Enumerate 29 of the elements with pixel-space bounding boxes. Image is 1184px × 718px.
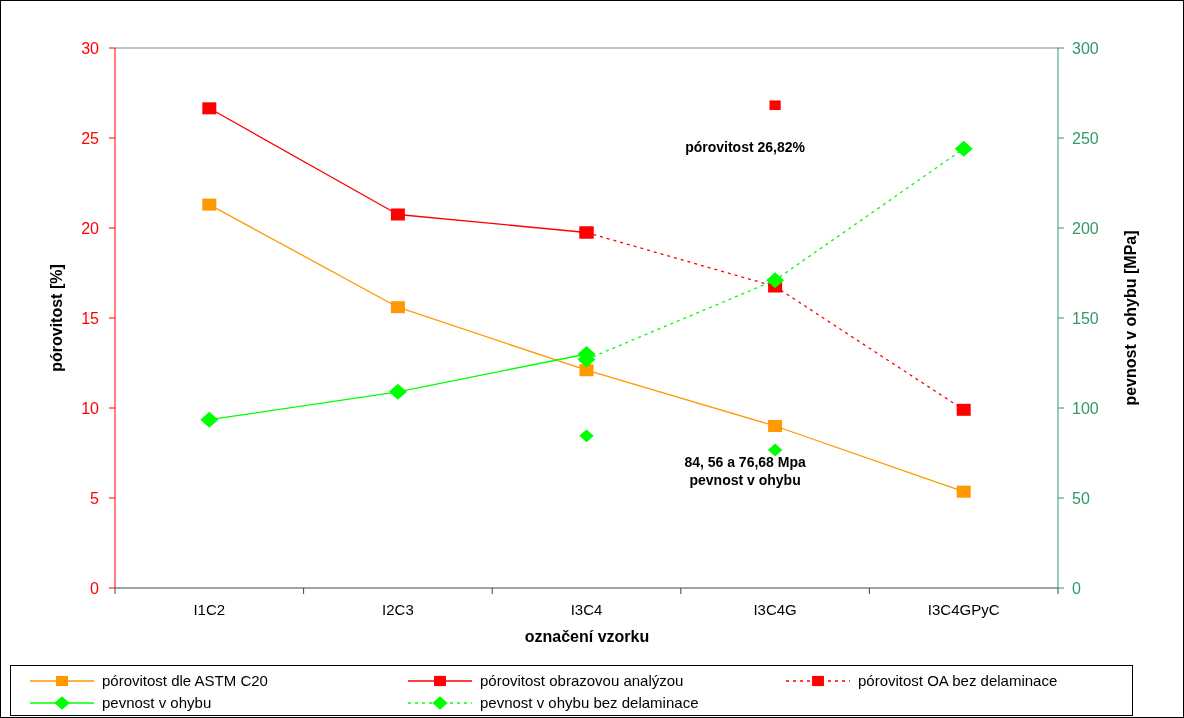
- x-tick-label: I3C4GPyC: [927, 601, 1000, 618]
- y-tick-label: 0: [90, 580, 100, 597]
- y2-tick-label: 300: [1072, 40, 1099, 57]
- annotation: 84, 56 a 76,68 Mpa pevnost v ohybu: [684, 454, 807, 488]
- x-tick-label: I3C4G: [753, 601, 797, 618]
- x-tick-label: I2C3: [382, 601, 414, 618]
- y-tick-label: 25: [81, 130, 100, 147]
- y2-tick-label: 50: [1072, 490, 1090, 507]
- x-axis-title: označení vzorku: [524, 628, 650, 645]
- legend-label: pevnost v ohybu: [102, 694, 212, 711]
- y2-tick-label: 150: [1072, 310, 1099, 327]
- x-tick-label: I1C2: [193, 601, 226, 618]
- y-tick-label: 30: [81, 40, 100, 57]
- y-axis-title: pórovitost [%]: [48, 264, 65, 372]
- y-tick-label: 15: [81, 310, 100, 327]
- y-tick-label: 5: [90, 490, 100, 507]
- legend-label: pórovitost obrazovou analýzou: [480, 672, 684, 689]
- y2-tick-label: 200: [1072, 220, 1099, 237]
- y2-tick-label: 0: [1072, 580, 1081, 597]
- annotation: pórovitost 26,82%: [685, 139, 806, 155]
- x-tick-label: I3C4: [570, 601, 603, 618]
- y-tick-label: 20: [81, 220, 100, 237]
- y-tick-label: 10: [81, 400, 100, 417]
- y2-tick-label: 250: [1072, 130, 1099, 147]
- legend-label: pórovitost OA bez delaminace: [858, 672, 1058, 689]
- y2-tick-label: 100: [1072, 400, 1099, 417]
- legend-label: pevnost v ohybu bez delaminace: [480, 694, 699, 711]
- legend-label: pórovitost dle ASTM C20: [102, 672, 268, 689]
- y2-axis-title: pevnost v ohybu [MPa]: [1122, 230, 1139, 406]
